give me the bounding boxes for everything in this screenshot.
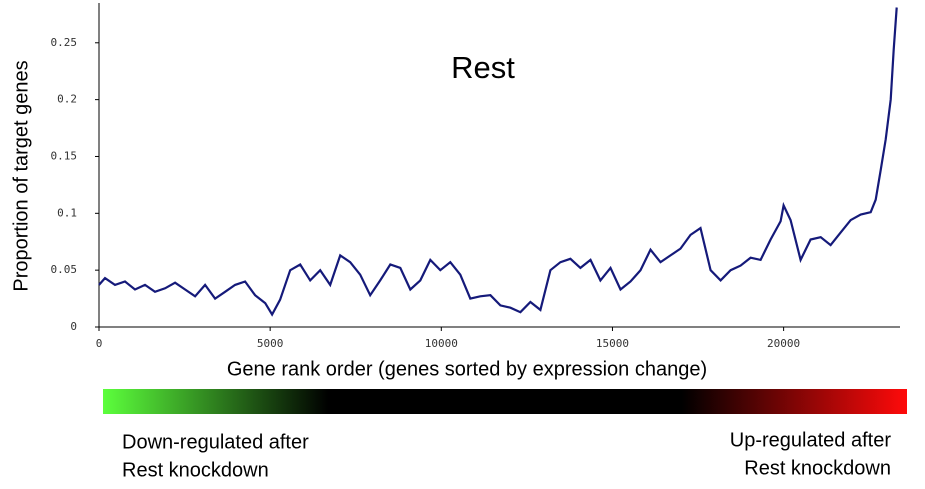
x-tick-label: 10000: [425, 337, 458, 350]
data-line: [98, 7, 898, 317]
x-tick-label: 20000: [767, 337, 800, 350]
y-tick-label: 0.2: [57, 93, 77, 106]
x-tick-label: 5000: [257, 337, 284, 350]
y-tick-label: 0: [70, 320, 77, 333]
annotation: Down-regulated after: [122, 431, 309, 453]
y-tick-label: 0.05: [51, 263, 78, 276]
chart-title: Rest: [451, 50, 515, 85]
annotation: Up-regulated after: [730, 429, 892, 451]
x-tick-label: 0: [96, 337, 103, 350]
annotation: Rest knockdown: [744, 457, 891, 479]
y-tick-label: 0.15: [51, 149, 78, 162]
annotation: Rest knockdown: [122, 459, 269, 481]
gradient-bar: [103, 389, 907, 414]
y-axis-label: Proportion of target genes: [10, 60, 32, 291]
x-axis-label: Gene rank order (genes sorted by express…: [227, 358, 707, 380]
x-tick-label: 15000: [596, 337, 629, 350]
y-tick-label: 0.25: [51, 36, 78, 49]
y-tick-label: 0.1: [57, 206, 77, 219]
